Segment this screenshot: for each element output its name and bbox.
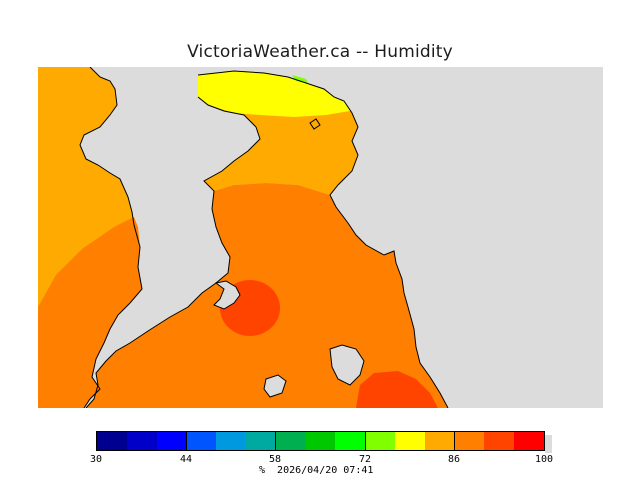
colorbar-swatch — [186, 432, 217, 450]
colorbar-swatch — [514, 432, 544, 450]
colorbar-swatch — [394, 432, 425, 450]
coastline — [79, 67, 449, 408]
land-west-high — [38, 217, 142, 408]
colorbar-tick-label: 30 — [89, 454, 103, 465]
colorbar-shadow — [545, 435, 552, 453]
colorbar-swatch — [275, 432, 306, 450]
colorbar-tick-line — [275, 431, 276, 451]
colorbar-swatch — [245, 432, 276, 450]
colorbar-swatch — [216, 432, 246, 450]
humidity-colorbar — [96, 431, 545, 451]
colorbar-tick-line — [365, 431, 366, 451]
colorbar-tick-label: 58 — [268, 454, 282, 465]
colorbar-swatch — [454, 432, 485, 450]
colorbar-swatch — [97, 432, 127, 450]
humidity-map — [38, 67, 603, 408]
colorbar-tick-line — [544, 431, 545, 451]
colorbar-swatch — [126, 432, 157, 450]
colorbar-tick-label: 44 — [179, 454, 193, 465]
units-and-timestamp: % 2026/04/20 07:41 — [259, 465, 374, 476]
colorbar-swatch — [305, 432, 336, 450]
colorbar-tick-line — [186, 431, 187, 451]
water-inlet-harbour — [214, 281, 240, 309]
colorbar-tick-line — [96, 431, 97, 451]
land-north-low — [198, 71, 350, 117]
colorbar-swatch — [365, 432, 395, 450]
colorbar-swatch — [156, 432, 187, 450]
colorbar-tick-label: 72 — [358, 454, 372, 465]
colorbar-tick-label: 100 — [534, 454, 554, 465]
colorbar-tick-label: 86 — [447, 454, 461, 465]
land-north-green-edge — [292, 75, 308, 83]
colorbar-swatch — [335, 432, 366, 450]
water-lake-east — [330, 345, 364, 385]
map-canvas — [38, 67, 603, 408]
water-lake-small — [264, 375, 286, 397]
land-very-high-southeast — [356, 371, 438, 408]
colorbar-tick-line — [454, 431, 455, 451]
colorbar-swatch — [484, 432, 515, 450]
colorbar-swatch — [424, 432, 455, 450]
map-title: VictoriaWeather.ca -- Humidity — [187, 42, 453, 62]
